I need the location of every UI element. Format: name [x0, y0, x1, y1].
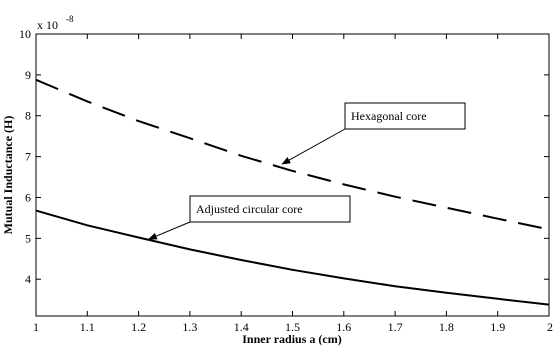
series-adjusted-circular-core-line [35, 209, 550, 306]
x-tick-label: 1.6 [336, 320, 351, 334]
y-tick-label: 7 [25, 150, 31, 164]
x-tick-label: 1.1 [80, 320, 95, 334]
y-tick-label: 8 [25, 109, 31, 123]
y-axis-ticks: 4 5 6 7 8 9 10 [19, 27, 549, 286]
y-tick-label: 9 [25, 68, 31, 82]
plot-frame [35, 33, 550, 317]
y-scale-base: x 10 [37, 18, 58, 32]
annotation-hexagonal-core-label: Hexagonal core [351, 109, 427, 123]
y-tick-label: 6 [25, 190, 31, 204]
y-tick-label: 10 [19, 27, 31, 41]
x-axis-title: Inner radius a (cm) [242, 332, 341, 346]
annotation-hexagonal-core-box [344, 102, 466, 130]
x-tick-label: 1.2 [131, 320, 146, 334]
y-tick-label: 4 [25, 272, 31, 286]
x-axis-ticks: 1 1.1 1.2 1.3 1.4 1.5 1.6 1.7 1.8 1.9 2 [33, 34, 553, 334]
series-hexagonal-core-line [35, 78, 550, 231]
annotation-layer: Hexagonal core Adjusted circular core [147, 102, 466, 240]
annotation-hexagonal-core-arrow [281, 128, 346, 165]
y-axis-title: Mutual Inductance (H) [1, 116, 15, 235]
annotation-adjusted-circular-core-label: Adjusted circular core [196, 202, 303, 216]
x-tick-label: 1 [33, 320, 39, 334]
x-tick-label: 1.5 [285, 320, 300, 334]
x-tick-label: 1.3 [182, 320, 197, 334]
x-tick-label: 1.4 [234, 320, 249, 334]
y-scale-exponent: -8 [66, 14, 74, 24]
series-layer [35, 78, 550, 306]
y-tick-label: 5 [25, 231, 31, 245]
x-tick-label: 1.8 [439, 320, 454, 334]
annotation-adjusted-circular-core-box [189, 195, 351, 223]
x-tick-label: 1.7 [388, 320, 403, 334]
x-tick-label: 2 [547, 320, 553, 334]
annotation-adjusted-circular-core-arrow [147, 221, 191, 240]
x-tick-label: 1.9 [490, 320, 505, 334]
